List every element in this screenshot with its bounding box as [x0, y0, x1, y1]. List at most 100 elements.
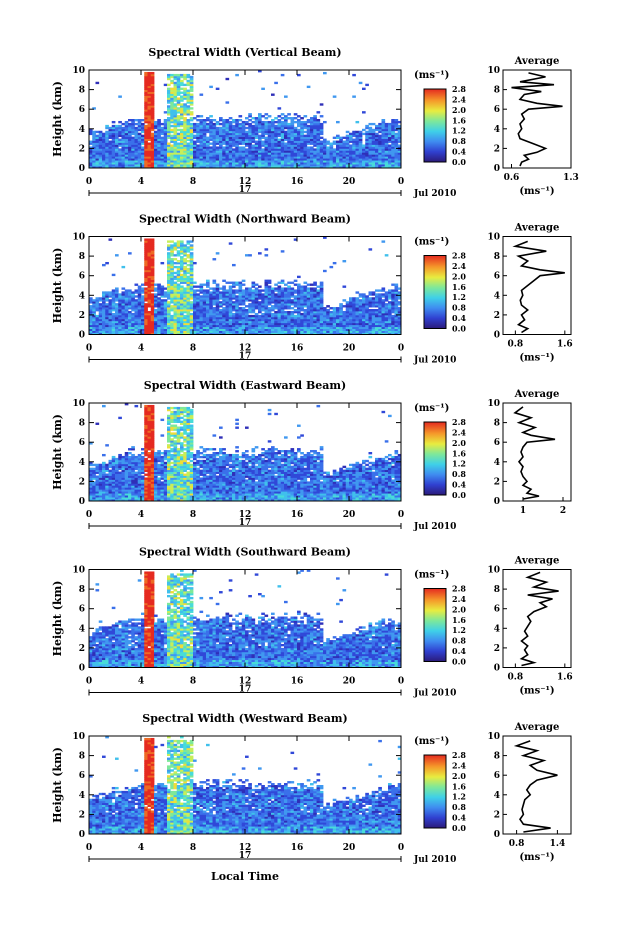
- heatmap-cell: [251, 162, 256, 165]
- heatmap-cell: [254, 150, 259, 153]
- heatmap-cell: [180, 91, 184, 94]
- heatmap-cell: [378, 130, 382, 134]
- heatmap-cell: [225, 164, 230, 167]
- heatmap-cell: [163, 144, 168, 147]
- heatmap-cell: [232, 154, 236, 157]
- heatmap-cell: [102, 326, 106, 330]
- heatmap-cell: [332, 148, 337, 151]
- heatmap-cell: [316, 148, 321, 151]
- heatmap-cell: [326, 305, 330, 308]
- heatmap-cell: [287, 152, 291, 155]
- heatmap-cell: [134, 322, 139, 326]
- heatmap-cell: [163, 148, 168, 151]
- heatmap-cell: [381, 138, 386, 141]
- heatmap-cell: [176, 152, 181, 155]
- heatmap-cell: [115, 326, 119, 330]
- heatmap-cell: [137, 126, 142, 130]
- heatmap-cell: [228, 164, 233, 167]
- heatmap-cell: [131, 324, 135, 328]
- heatmap-cell: [394, 128, 399, 132]
- heatmap-cell: [167, 295, 171, 298]
- heatmap-cell: [251, 136, 256, 139]
- heatmap-cell: [163, 318, 168, 322]
- heatmap-cell: [167, 291, 171, 294]
- heatmap-cell: [297, 156, 301, 159]
- heatmap-cell: [206, 148, 210, 151]
- heatmap-cell: [124, 124, 129, 128]
- heatmap-cell: [170, 332, 174, 335]
- heatmap-cell: [349, 132, 353, 136]
- heatmap-cell: [349, 162, 353, 165]
- heatmap-cell: [313, 124, 317, 128]
- heatmap-cell: [154, 314, 158, 318]
- heatmap-cell: [180, 156, 184, 159]
- heatmap-cell: [388, 160, 392, 163]
- heatmap-cell: [287, 281, 291, 284]
- heatmap-cell: [180, 142, 184, 145]
- heatmap-cell: [284, 130, 288, 134]
- heatmap-cell: [245, 152, 249, 155]
- heatmap-cell: [271, 140, 275, 143]
- heatmap-cell: [248, 152, 252, 155]
- heatmap-cell: [124, 289, 129, 292]
- heatmap-cell: [173, 73, 178, 77]
- heatmap-cell: [102, 142, 106, 145]
- heatmap-cell: [258, 301, 262, 304]
- heatmap-cell: [199, 152, 204, 155]
- heatmap-cell: [293, 148, 298, 151]
- heatmap-cell: [92, 160, 96, 163]
- heatmap-cell: [180, 164, 184, 167]
- heatmap-cell: [176, 81, 181, 85]
- heatmap-cell: [144, 324, 148, 328]
- heatmap-cell: [215, 152, 220, 155]
- heatmap-cell: [115, 309, 119, 312]
- heatmap-cell: [186, 109, 191, 112]
- heatmap-cell: [209, 162, 213, 165]
- y-tick-label: 10: [72, 233, 85, 243]
- heatmap-cell: [134, 307, 139, 310]
- heatmap-cell: [92, 467, 96, 471]
- heatmap-cell: [384, 166, 389, 169]
- heatmap-cell: [313, 166, 317, 169]
- heatmap-cell: [128, 314, 132, 318]
- heatmap-cell: [147, 320, 152, 324]
- heatmap-cell: [368, 134, 373, 138]
- heatmap-cell: [95, 160, 100, 163]
- heatmap-cell: [319, 132, 324, 136]
- heatmap-cell: [92, 142, 96, 145]
- heatmap-cell: [147, 99, 152, 102]
- heatmap-cell: [202, 134, 207, 138]
- heatmap-cell: [225, 156, 230, 159]
- heatmap-cell: [293, 120, 298, 124]
- heatmap-cell: [225, 148, 230, 151]
- heatmap-cell: [319, 136, 324, 139]
- heatmap-cell: [306, 119, 311, 122]
- heatmap-cells: [89, 70, 402, 169]
- heatmap-cell: [384, 148, 389, 151]
- heatmap-cell: [271, 164, 275, 167]
- heatmap-cell: [355, 150, 360, 153]
- heatmap-cell: [222, 307, 226, 310]
- heatmap-cell: [147, 95, 152, 98]
- heatmap-cell: [345, 140, 350, 143]
- heatmap-cell: [89, 160, 93, 163]
- heatmap-cell: [176, 73, 181, 77]
- heatmap-cell: [89, 322, 93, 326]
- colorbar-tick-label: 2.0: [452, 105, 466, 115]
- heatmap-cell: [232, 162, 236, 165]
- heatmap-cell: [111, 130, 116, 134]
- heatmap-cell: [98, 322, 103, 326]
- heatmap-cell: [397, 130, 402, 134]
- heatmap-cell: [189, 144, 194, 147]
- heatmap-cell: [319, 162, 324, 165]
- heatmap-cell: [167, 99, 171, 102]
- heatmap-cell: [326, 309, 330, 312]
- heatmap-cell: [345, 150, 350, 153]
- heatmap-cell: [134, 136, 139, 139]
- heatmap-cell: [150, 75, 155, 79]
- heatmap-cell: [202, 136, 207, 139]
- heatmap-cell: [297, 158, 301, 161]
- heatmap-cell: [297, 122, 301, 126]
- heatmap-cell: [92, 322, 96, 326]
- heatmap-cell: [349, 136, 353, 139]
